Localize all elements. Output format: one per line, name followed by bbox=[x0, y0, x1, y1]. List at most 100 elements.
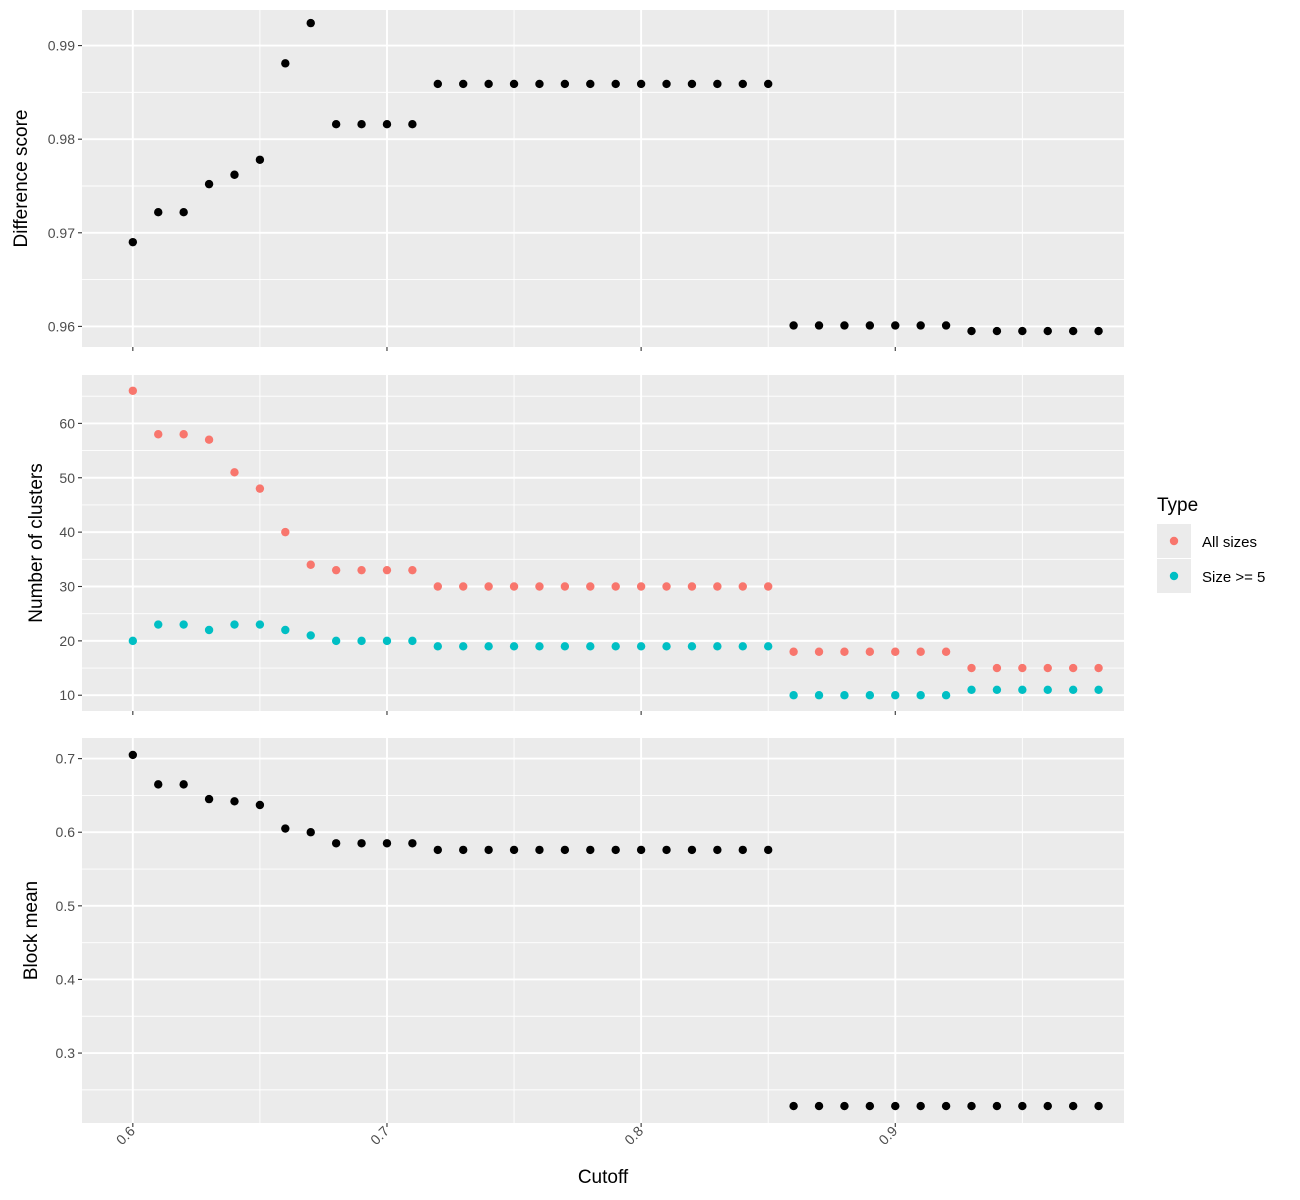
difference-score-y-tick-label: 0.97 bbox=[48, 225, 75, 241]
difference-score-point bbox=[814, 321, 824, 330]
size-5-point bbox=[763, 642, 773, 651]
difference-score-point bbox=[179, 208, 188, 217]
size-5-point bbox=[433, 642, 443, 651]
number-of-clusters-y-tick-label: 50 bbox=[59, 470, 75, 486]
size-5-point bbox=[179, 620, 188, 629]
difference-score-y-tick-label: 0.96 bbox=[48, 318, 75, 334]
size-5-point bbox=[713, 642, 722, 651]
difference-score-point bbox=[1043, 326, 1052, 336]
difference-score-point bbox=[992, 326, 1002, 336]
size-5-point bbox=[1018, 685, 1027, 694]
all-sizes-point bbox=[357, 565, 366, 575]
block-mean-point bbox=[891, 1101, 900, 1111]
block-mean-point bbox=[814, 1101, 824, 1111]
legend-title: Type bbox=[1157, 495, 1198, 516]
block-mean-point bbox=[382, 839, 392, 848]
all-sizes-point bbox=[662, 582, 671, 591]
block-mean-point bbox=[636, 845, 646, 855]
difference-score-point bbox=[306, 18, 315, 28]
size-5-point bbox=[916, 691, 925, 700]
number-of-clusters-panel: 10 20 30 40 50 60 Number of clusters bbox=[26, 375, 1124, 715]
block-mean-point bbox=[281, 824, 290, 833]
legend-marker-all-sizes bbox=[1169, 536, 1179, 546]
size-5-point bbox=[331, 636, 341, 646]
size-5-point bbox=[306, 631, 315, 640]
difference-score-point bbox=[840, 321, 849, 330]
all-sizes-point bbox=[687, 582, 697, 591]
all-sizes-point bbox=[331, 565, 341, 575]
size-5-point bbox=[509, 642, 519, 651]
block-mean-point bbox=[1043, 1101, 1052, 1111]
block-mean-point bbox=[713, 845, 722, 855]
block-mean-point bbox=[738, 845, 747, 855]
block-mean-point bbox=[535, 845, 544, 855]
difference-score-point bbox=[255, 155, 265, 164]
difference-score-point bbox=[586, 79, 595, 89]
size-5-point bbox=[814, 691, 824, 700]
block-mean-point bbox=[484, 845, 493, 855]
legend: Type All sizes Size >= 5 bbox=[1157, 495, 1265, 593]
size-5-point bbox=[687, 642, 697, 651]
block-mean-point bbox=[941, 1101, 951, 1111]
block-mean-x-tick-label: 0.8 bbox=[621, 1123, 646, 1148]
size-5-point bbox=[1068, 685, 1078, 694]
difference-score-y-axis-title: Difference score bbox=[11, 110, 32, 248]
all-sizes-point bbox=[611, 582, 620, 591]
block-mean-x-tick-label: 0.7 bbox=[367, 1123, 392, 1148]
difference-score-point bbox=[865, 321, 875, 330]
difference-score-point bbox=[941, 321, 951, 330]
block-mean-point bbox=[992, 1101, 1002, 1111]
number-of-clusters-y-tick-label: 60 bbox=[59, 415, 75, 431]
block-mean-point bbox=[916, 1101, 925, 1111]
size-5-point bbox=[408, 636, 417, 646]
difference-score-point bbox=[509, 79, 519, 89]
block-mean-y-tick-label: 0.4 bbox=[56, 971, 76, 987]
size-5-point bbox=[204, 625, 214, 635]
difference-score-point bbox=[535, 79, 544, 89]
size-5-point bbox=[840, 691, 849, 700]
size-5-point bbox=[535, 642, 544, 651]
size-5-point bbox=[738, 642, 747, 651]
all-sizes-point bbox=[433, 582, 443, 591]
difference-score-point bbox=[357, 120, 366, 129]
block-mean-x-tick-label: 0.9 bbox=[875, 1123, 900, 1148]
size-5-point bbox=[281, 625, 290, 635]
block-mean-point bbox=[687, 845, 697, 855]
block-mean-y-axis-title: Block mean bbox=[21, 881, 42, 980]
difference-score-point bbox=[636, 79, 646, 89]
block-mean-point bbox=[1094, 1101, 1103, 1111]
number-of-clusters-y-axis-title: Number of clusters bbox=[26, 463, 47, 622]
all-sizes-point bbox=[941, 647, 951, 656]
block-mean-point bbox=[611, 845, 620, 855]
x-axis-title: Cutoff bbox=[578, 1167, 629, 1188]
all-sizes-point bbox=[128, 386, 138, 395]
all-sizes-point bbox=[459, 582, 468, 591]
difference-score-point bbox=[967, 326, 976, 336]
difference-score-point bbox=[916, 321, 925, 330]
all-sizes-point bbox=[891, 647, 900, 656]
all-sizes-point bbox=[484, 582, 493, 591]
all-sizes-point bbox=[636, 582, 646, 591]
all-sizes-point bbox=[586, 582, 595, 591]
block-mean-point bbox=[1018, 1101, 1027, 1111]
difference-score-point bbox=[713, 79, 722, 89]
size-5-point bbox=[230, 620, 239, 629]
size-5-point bbox=[941, 691, 951, 700]
size-5-point bbox=[1043, 685, 1052, 694]
all-sizes-point bbox=[789, 647, 798, 656]
all-sizes-point bbox=[763, 582, 773, 591]
block-mean-point bbox=[763, 845, 773, 855]
difference-score-point bbox=[484, 79, 493, 89]
difference-score-point bbox=[662, 79, 671, 89]
block-mean-point bbox=[560, 845, 570, 855]
difference-score-point bbox=[560, 79, 570, 89]
all-sizes-point bbox=[738, 582, 747, 591]
block-mean-point bbox=[230, 797, 239, 806]
block-mean-point bbox=[1068, 1101, 1078, 1111]
size-5-point bbox=[967, 685, 976, 694]
legend-label-size-ge-5: Size >= 5 bbox=[1202, 569, 1265, 586]
block-mean-point bbox=[128, 750, 138, 760]
size-5-point bbox=[560, 642, 570, 651]
difference-score-y-tick-label: 0.99 bbox=[48, 38, 75, 54]
block-mean-point bbox=[408, 839, 417, 848]
